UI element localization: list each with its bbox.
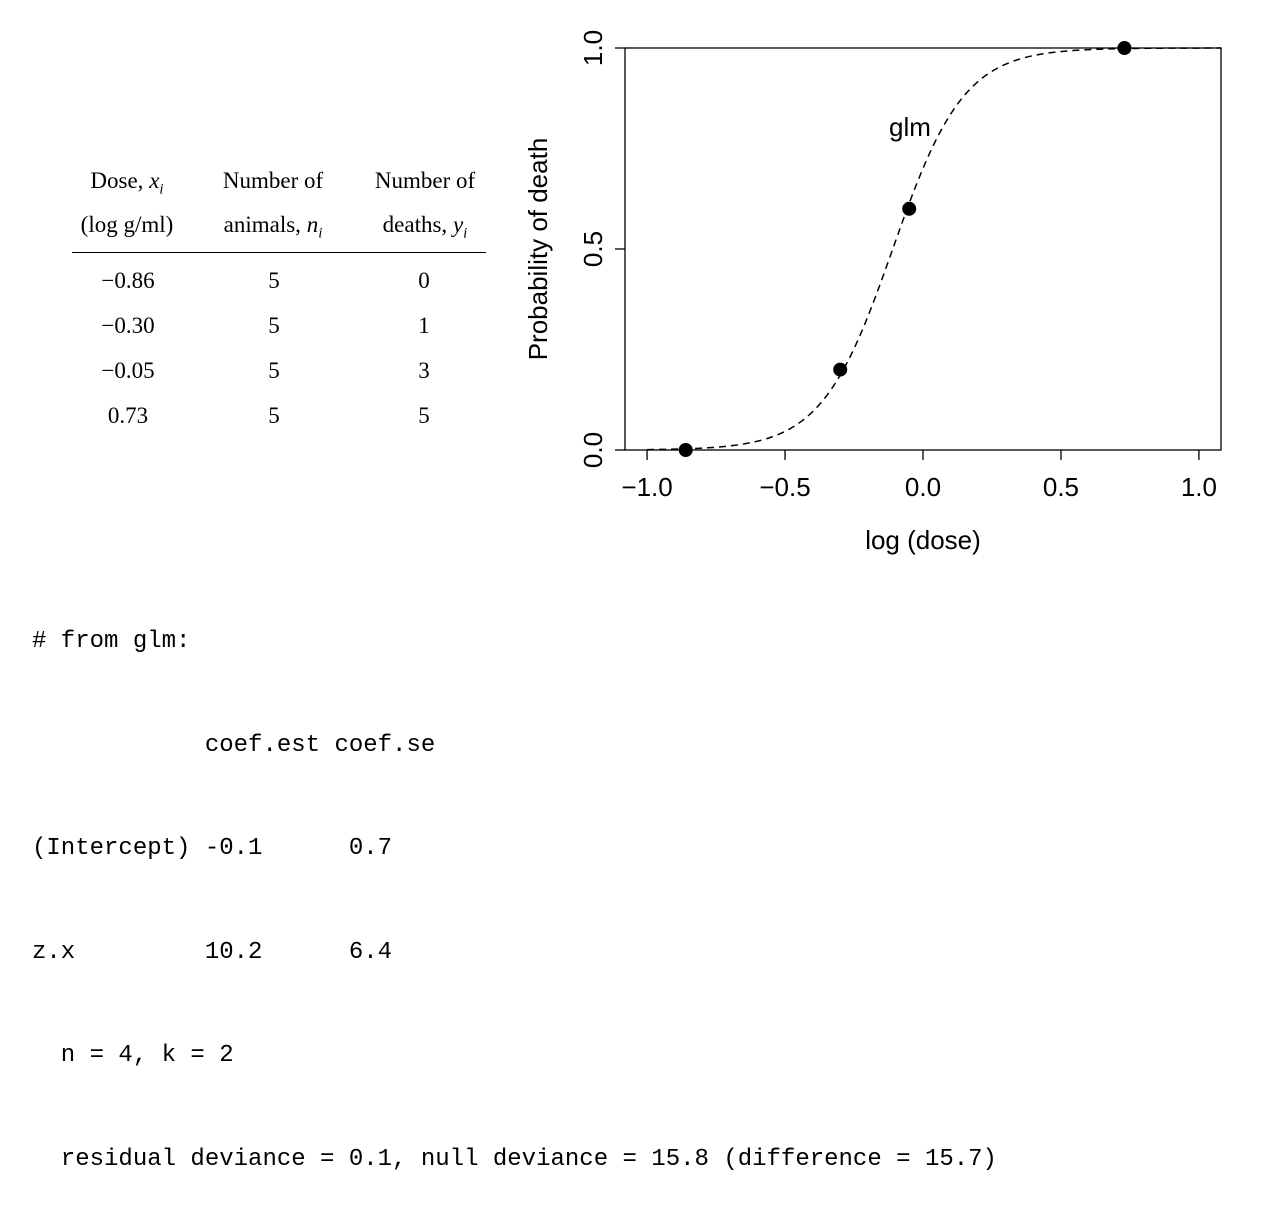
table-cell: −0.05 [101, 358, 155, 383]
header-deaths-subscript: i [463, 225, 468, 242]
header-animals-var: n [306, 212, 319, 237]
table-cell: 1 [418, 313, 430, 338]
data-point [678, 443, 693, 457]
output-line: z.x 10.2 6.4 [32, 938, 393, 966]
data-point [833, 362, 848, 377]
plot-frame [624, 47, 1222, 451]
y-axis-label: Probability of death [523, 138, 553, 361]
y-tick-label: 1.0 [578, 30, 608, 66]
x-tick-label: 0.5 [1043, 472, 1079, 502]
x-tick-label: 1.0 [1181, 472, 1217, 502]
chart-marks: −1.0 −0.5 0.0 0.5 1.0 0.0 0.5 1.0 glm [578, 30, 1222, 502]
table-cell: 0.73 [107, 403, 149, 428]
header-deaths: Number of [358, 168, 492, 194]
table-cell: 3 [418, 358, 430, 383]
header-dose-line1: Dose, [90, 168, 150, 193]
table-rule [72, 252, 486, 253]
header-dose-line2: (log g/ml) [80, 212, 174, 237]
header-animals-subscript: i [318, 225, 323, 242]
glm-output: # from glm: coef.est coef.se (Intercept)… [32, 556, 997, 1212]
output-line: (Intercept) -0.1 0.7 [32, 835, 393, 862]
table-cell: 5 [268, 268, 280, 293]
output-line: # from glm: [32, 628, 191, 655]
output-line: coef.est coef.se [32, 731, 436, 759]
header-dose-unit: (log g/ml) [72, 212, 182, 238]
data-point [902, 201, 917, 216]
probability-chart: −1.0 −0.5 0.0 0.5 1.0 0.0 0.5 1.0 glm log (dose)… [523, 30, 1222, 555]
header-animals-line2: animals, [223, 212, 307, 237]
x-tick-label: −0.5 [759, 472, 810, 502]
table-cell: −0.86 [101, 268, 155, 293]
glm-curve-label: glm [889, 112, 931, 142]
x-tick-label: −1.0 [621, 472, 672, 502]
header-animals-sub: animals, ni [206, 212, 340, 243]
header-dose-subscript: i [159, 181, 164, 198]
output-line: residual deviance = 0.1, null deviance =… [32, 1145, 997, 1173]
output-line: n = 4, k = 2 [32, 1042, 234, 1069]
table-cell: 5 [418, 403, 430, 428]
glm-curve [647, 47, 1222, 451]
header-animals: Number of [206, 168, 340, 194]
x-axis-label: log (dose) [865, 525, 981, 555]
header-dose: Dose, xi [72, 168, 182, 199]
table-cell: 5 [268, 313, 280, 338]
x-tick-label: 0.0 [905, 472, 941, 502]
header-deaths-var: y [452, 212, 464, 237]
header-deaths-line2: deaths, [382, 212, 453, 237]
header-deaths-sub: deaths, yi [358, 212, 492, 243]
header-animals-line1: Number of [222, 168, 324, 193]
table-cell: 5 [268, 358, 280, 383]
y-tick-label: 0.5 [578, 231, 608, 267]
table-cell: −0.30 [101, 313, 155, 338]
table-cell: 5 [268, 403, 280, 428]
header-dose-var: x [149, 168, 160, 193]
table-cell: 0 [418, 268, 430, 293]
header-deaths-line1: Number of [374, 168, 476, 193]
data-point [1117, 41, 1132, 55]
y-tick-label: 0.0 [578, 432, 608, 468]
